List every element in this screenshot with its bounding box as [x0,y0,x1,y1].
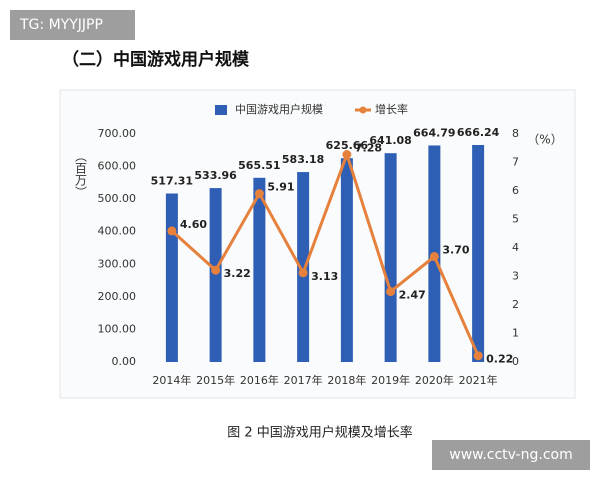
bar [165,193,178,362]
bar-value-label: 625.66 [326,139,369,152]
y2-tick-label: 0 [512,355,519,368]
legend-marker [359,106,367,114]
y-tick-label: 600.00 [98,160,137,173]
caption: 图 2 中国游戏用户规模及增长率 [227,425,413,441]
line-marker [298,268,308,278]
legend-swatch [215,105,227,115]
line-marker [167,226,177,236]
line-marker [254,189,264,199]
line-value-label: 3.13 [311,270,338,283]
bar-value-label: 533.96 [194,169,237,182]
line-marker [473,351,483,361]
x-tick-label: 2021年 [459,373,498,387]
chart-frame [59,89,576,399]
watermark-box [10,10,135,40]
line-marker [386,287,396,297]
line-value-label: 3.22 [224,267,251,280]
line-value-label: 0.22 [486,353,513,366]
bar [384,153,397,362]
y2-tick-label: 3 [512,270,519,283]
x-tick-label: 2020年 [415,373,454,387]
x-tick-label: 2014年 [152,373,191,387]
y2-tick-label: 8 [512,127,519,140]
y-tick-label: 700.00 [98,127,137,140]
y2-tick-label: 2 [512,298,519,311]
y-tick-label: 100.00 [98,322,137,335]
y-tick-label: 0.00 [112,355,137,368]
y-tick-label: 400.00 [98,225,137,238]
line-value-label: 7.28 [355,142,382,155]
footer-watermark-box [432,440,590,470]
bar [340,158,353,362]
x-tick-label: 2017年 [284,373,323,387]
x-tick-label: 2015年 [196,373,235,387]
bar [253,177,266,362]
bar-value-label: 565.51 [238,159,280,172]
line-marker [429,252,439,262]
line-value-label: 5.91 [267,181,294,194]
y-axis-label: （百万） [74,150,88,198]
bar [209,188,222,362]
heading: （二）中国游戏用户规模 [62,49,250,70]
y2-tick-label: 5 [512,213,519,226]
x-tick-label: 2016年 [240,373,279,387]
line-marker [342,150,352,160]
bar-value-label: 664.79 [413,126,455,139]
legend-label: 增长率 [375,102,408,116]
y-tick-label: 300.00 [98,257,137,270]
bar-value-label: 583.18 [282,153,324,166]
bar [297,172,310,362]
bar-value-label: 517.31 [151,175,193,188]
footer-watermark: www.cctv-ng.com [449,447,572,463]
bar-value-label: 666.24 [457,126,500,139]
y2-tick-label: 1 [512,327,519,340]
x-tick-label: 2019年 [371,373,410,387]
y2-axis-label: （%） [527,133,562,147]
y2-tick-label: 6 [512,184,519,197]
y-tick-label: 500.00 [98,192,137,205]
y2-tick-label: 7 [512,156,519,169]
line-value-label: 2.47 [399,289,426,302]
y-tick-label: 200.00 [98,290,137,303]
bar [472,144,485,362]
line-value-label: 3.70 [442,244,469,257]
line-marker [211,265,221,275]
legend-label: 中国游戏用户规模 [235,102,323,116]
growth-line [170,149,480,357]
x-tick-label: 2018年 [327,373,366,387]
y2-tick-label: 4 [512,241,519,254]
line-value-label: 4.60 [180,218,207,231]
bar-value-label: 641.08 [369,134,411,147]
watermark: TG: MYYJJPP [19,17,103,33]
